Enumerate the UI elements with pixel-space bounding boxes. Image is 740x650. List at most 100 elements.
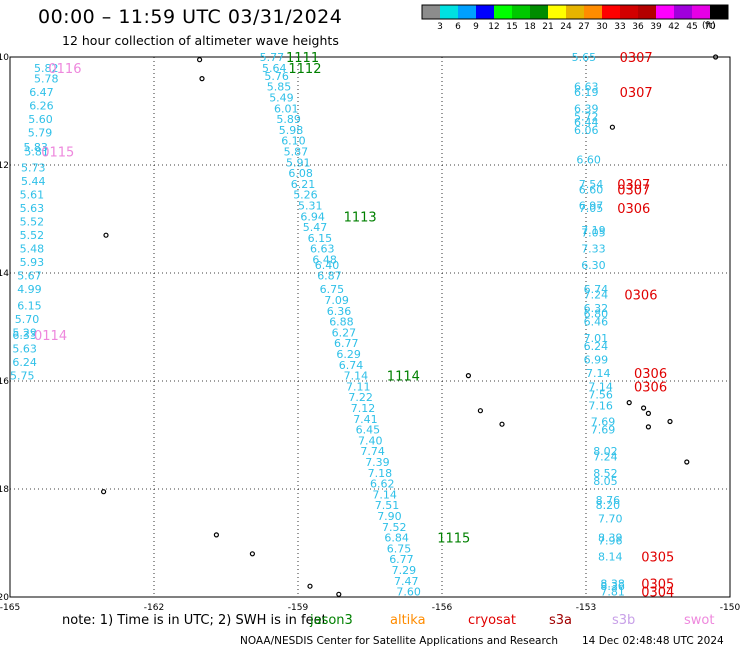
colorbar-swatch bbox=[602, 5, 620, 19]
colorbar-swatch bbox=[530, 5, 548, 19]
pass-time-label: 0306 bbox=[624, 289, 657, 304]
wave-height-label: 7.14 bbox=[588, 380, 613, 393]
wave-height-label: 7.14 bbox=[344, 370, 369, 383]
wave-height-label: 8.02 bbox=[593, 445, 618, 458]
pass-time-label: 0307 bbox=[620, 51, 653, 66]
wave-height-label: 8.38 bbox=[600, 578, 625, 591]
wave-height-label: 6.10 bbox=[281, 135, 306, 148]
wave-height-label: 6.08 bbox=[288, 167, 313, 180]
lon-tick-label: -162 bbox=[144, 603, 164, 613]
pass-time-label: 0306 bbox=[617, 202, 650, 217]
island-outline bbox=[199, 75, 205, 82]
wave-height-label: 6.32 bbox=[584, 302, 609, 315]
island-outline bbox=[197, 57, 203, 63]
pass-time-label: 1114 bbox=[387, 370, 420, 385]
island-outline bbox=[712, 54, 719, 60]
colorbar-swatch bbox=[512, 5, 530, 19]
wave-height-label: 5.76 bbox=[264, 70, 289, 83]
colorbar-frame bbox=[421, 4, 729, 20]
lat-tick-label: -14 bbox=[0, 269, 9, 279]
colorbar-swatch bbox=[458, 5, 476, 19]
wave-height-label: 7.60 bbox=[396, 586, 421, 599]
island-outline bbox=[645, 410, 652, 416]
wave-height-label: 5.81 bbox=[24, 146, 49, 159]
island-outline bbox=[667, 418, 673, 425]
colorbar-swatch bbox=[440, 5, 458, 19]
colorbar-swatch bbox=[674, 5, 692, 19]
wave-height-label: 5.52 bbox=[20, 216, 44, 229]
pass-time-label: 1111 bbox=[286, 51, 319, 66]
wave-height-label: 7.69 bbox=[591, 416, 616, 429]
wave-height-label: 5.87 bbox=[284, 146, 309, 159]
wave-height-label: 5.52 bbox=[20, 229, 44, 242]
pass-time-label: 1113 bbox=[344, 210, 377, 225]
lon-tick-label: -159 bbox=[288, 603, 309, 613]
wave-height-label: 6.77 bbox=[334, 337, 359, 350]
wave-height-label: 7.24 bbox=[584, 289, 609, 302]
wave-height-label: 5.31 bbox=[298, 200, 323, 213]
colorbar-swatch bbox=[476, 5, 494, 19]
lon-tick-label: -150 bbox=[720, 603, 740, 613]
wave-height-label: 6.74 bbox=[339, 359, 364, 372]
map-frame bbox=[9, 56, 731, 598]
lat-tick-label: -12 bbox=[0, 161, 9, 171]
wave-height-label: 5.93 bbox=[20, 256, 44, 269]
wave-height-label: 7.19 bbox=[581, 224, 606, 237]
wave-height-label: 7.22 bbox=[348, 391, 373, 404]
colorbar-tick-label: 42 bbox=[668, 22, 679, 32]
pass-time-label: 0115 bbox=[41, 146, 74, 161]
wave-height-label: 6.15 bbox=[308, 232, 333, 245]
wave-height-label: 6.63 bbox=[310, 243, 335, 256]
island-outline bbox=[336, 591, 342, 597]
island-outline bbox=[640, 405, 647, 411]
generated-timestamp: 14 Dec 02:48:48 UTC 2024 bbox=[582, 635, 724, 647]
legend-s3b: s3b bbox=[612, 613, 636, 628]
wave-height-label: 5.63 bbox=[20, 202, 44, 215]
colorbar-tick-label: 15 bbox=[506, 22, 517, 32]
wave-height-label: 5.73 bbox=[21, 162, 46, 175]
wave-height-label: 4.99 bbox=[17, 283, 42, 296]
wave-height-label: 6.29 bbox=[336, 348, 361, 361]
wave-height-label: 8.39 bbox=[598, 532, 623, 545]
wave-height-label: 5.47 bbox=[303, 221, 328, 234]
colorbar-tick-label: 18 bbox=[524, 22, 536, 32]
wave-height-label: 6.60 bbox=[576, 154, 601, 167]
wave-height-label: 6.48 bbox=[312, 254, 337, 267]
wave-height-label: 5.82 bbox=[34, 62, 59, 75]
wave-height-label: 7.01 bbox=[584, 332, 609, 345]
wave-height-label: 7.69 bbox=[591, 424, 616, 437]
wave-height-label: 5.79 bbox=[28, 127, 53, 140]
colorbar-swatch bbox=[422, 5, 440, 19]
legend-swot: swot bbox=[684, 613, 715, 628]
pass-time-label: 0114 bbox=[34, 329, 67, 344]
colorbar-tick-label: 9 bbox=[473, 22, 479, 32]
colorbar-swatch bbox=[656, 5, 674, 19]
wave-height-label: 6.40 bbox=[315, 259, 340, 272]
lat-tick-label: -20 bbox=[0, 593, 9, 603]
colorbar-tick-label: 27 bbox=[578, 22, 589, 32]
wave-height-label: 8.14 bbox=[598, 551, 623, 564]
wave-height-label: 7.51 bbox=[375, 499, 400, 512]
island-outline bbox=[213, 532, 219, 538]
wave-height-label: 6.45 bbox=[356, 424, 381, 437]
wave-height-label: 8.52 bbox=[593, 467, 618, 480]
wave-height-label: 7.56 bbox=[588, 389, 613, 402]
wave-height-label: 6.26 bbox=[29, 100, 54, 113]
wave-height-label: 5.85 bbox=[267, 81, 292, 94]
lon-tick-label: -153 bbox=[576, 603, 596, 613]
wave-height-label: 5.72 bbox=[574, 110, 599, 123]
wave-height-label: 6.15 bbox=[17, 299, 42, 312]
pass-time-label: 0304 bbox=[641, 586, 674, 601]
wave-height-label: 7.39 bbox=[365, 456, 390, 469]
wave-height-label: 5.26 bbox=[293, 189, 318, 202]
colorbar-unit: (ft) bbox=[702, 21, 716, 31]
island-outline bbox=[684, 459, 690, 465]
pass-time-label: 0305 bbox=[641, 551, 674, 566]
legend-cryosat: cryosat bbox=[468, 613, 516, 628]
wave-height-label: 6.77 bbox=[389, 553, 414, 566]
wave-height-label: 5.49 bbox=[269, 92, 294, 105]
wave-height-label: 6.88 bbox=[329, 316, 354, 329]
colorbar-tick-label: 30 bbox=[596, 22, 608, 32]
wave-height-label: 6.47 bbox=[29, 86, 54, 99]
